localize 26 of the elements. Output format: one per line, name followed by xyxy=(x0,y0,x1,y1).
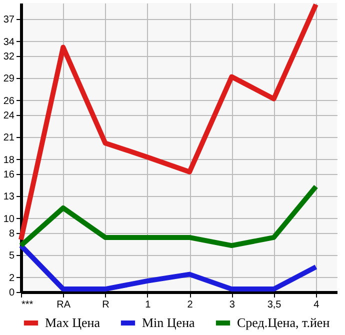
x-tick-label: *** xyxy=(22,300,34,310)
legend-label: Max Цена xyxy=(45,315,100,330)
y-tick-label: 13 xyxy=(3,192,15,203)
x-tick-label: 3,5 xyxy=(267,300,282,310)
x-tick-label: 3 xyxy=(229,300,236,310)
y-tick-label: 2 xyxy=(8,272,15,284)
y-tick-label: 32 xyxy=(3,52,15,63)
legend-label: Сред.Цена, т.йен xyxy=(237,315,330,330)
x-tick-label: 2 xyxy=(187,300,194,310)
y-tick-label: 34 xyxy=(3,36,15,48)
y-tick-label: 16 xyxy=(3,170,15,181)
y-tick-label: 29 xyxy=(3,74,15,85)
x-tick-label: RA xyxy=(56,300,71,310)
y-tick-label: 26 xyxy=(3,96,15,107)
y-tick-label: 21 xyxy=(3,132,15,144)
y-tick-label: 37 xyxy=(3,14,15,26)
x-tick-label: R xyxy=(102,300,110,310)
x-tick-label: 1 xyxy=(145,300,152,310)
legend-label: Min Цена xyxy=(142,315,196,330)
y-tick-label: 10 xyxy=(3,214,15,225)
y-tick-label: 0 xyxy=(8,288,15,298)
x-tick-label: 4 xyxy=(314,300,320,310)
y-tick-label: 24 xyxy=(3,110,15,122)
y-tick-label: 18 xyxy=(3,154,15,166)
y-tick-label: 5 xyxy=(8,250,15,262)
y-tick-label: 8 xyxy=(8,228,15,240)
